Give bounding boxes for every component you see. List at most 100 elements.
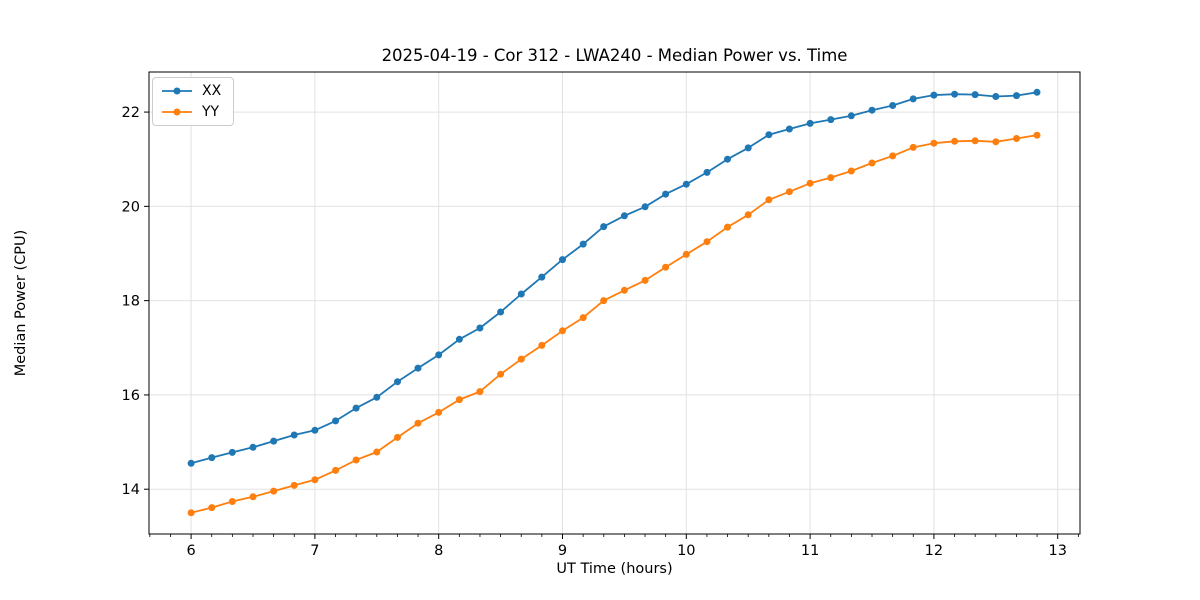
data-point-xx	[827, 116, 835, 124]
data-point-yy	[765, 196, 773, 204]
chart-title: 2025-04-19 - Cor 312 - LWA240 - Median P…	[381, 46, 848, 65]
data-point-xx	[352, 404, 360, 412]
legend-label-xx: XX	[202, 83, 222, 99]
data-point-yy	[806, 179, 814, 187]
data-point-yy	[703, 238, 711, 246]
x-axis-tick-label: 11	[801, 543, 819, 559]
x-axis-label: UT Time (hours)	[556, 561, 673, 577]
data-point-xx	[290, 431, 298, 439]
data-point-xx	[889, 102, 897, 109]
data-point-xx	[682, 180, 690, 188]
legend: XX YY	[152, 77, 235, 126]
data-point-yy	[1033, 131, 1041, 139]
data-point-xx	[951, 90, 959, 98]
data-point-yy	[208, 504, 216, 512]
data-point-xx	[517, 290, 525, 298]
data-point-xx	[1033, 88, 1041, 96]
data-point-yy	[394, 433, 401, 441]
data-point-yy	[909, 143, 917, 151]
legend-line-sample-yy	[162, 108, 192, 116]
legend-item-yy: YY	[161, 105, 221, 119]
data-point-yy	[930, 139, 938, 147]
x-axis-tick-label: 7	[310, 543, 319, 559]
data-point-yy	[290, 481, 298, 489]
data-point-xx	[703, 168, 711, 176]
data-point-yy	[620, 286, 628, 294]
x-axis-tick-label: 10	[677, 543, 695, 559]
legend-line-sample-xx	[162, 87, 192, 95]
data-point-xx	[538, 273, 546, 281]
series-line-xx	[190, 91, 1038, 465]
x-axis-tick-label: 12	[925, 543, 943, 559]
data-point-yy	[682, 250, 690, 258]
data-point-yy	[517, 355, 525, 363]
data-point-yy	[435, 408, 443, 416]
data-point-xx	[1013, 92, 1020, 100]
data-point-xx	[559, 256, 566, 264]
data-point-yy	[414, 419, 422, 427]
data-point-xx	[373, 393, 381, 401]
data-point-yy	[971, 137, 979, 145]
data-point-yy	[455, 396, 463, 404]
data-point-yy	[352, 456, 360, 464]
y-axis-tick-label: 20	[122, 199, 140, 215]
data-point-yy	[641, 276, 649, 284]
data-point-yy	[332, 466, 340, 474]
data-point-xx	[806, 119, 814, 127]
data-point-yy	[868, 159, 876, 167]
data-point-xx	[497, 308, 505, 316]
data-point-xx	[476, 324, 484, 332]
data-point-yy	[187, 509, 195, 517]
data-point-yy	[889, 152, 897, 160]
data-point-yy	[270, 487, 278, 495]
data-point-yy	[785, 188, 793, 196]
legend-item-xx: XX	[161, 84, 221, 98]
data-point-xx	[414, 364, 422, 372]
data-point-xx	[662, 190, 670, 198]
data-point-xx	[971, 91, 979, 99]
data-point-yy	[311, 476, 319, 484]
y-axis-tick-label: 16	[122, 388, 140, 404]
data-point-xx	[765, 131, 773, 139]
data-point-yy	[992, 138, 1000, 146]
data-point-xx	[744, 144, 752, 152]
x-axis-tick-label: 8	[434, 543, 443, 559]
legend-label-yy: YY	[202, 104, 220, 120]
data-point-xx	[435, 351, 443, 359]
data-point-yy	[827, 174, 835, 182]
data-point-yy	[538, 341, 546, 349]
data-point-xx	[600, 223, 608, 231]
y-axis-tick-label: 18	[122, 294, 140, 310]
data-point-xx	[641, 203, 649, 211]
series-line-yy	[190, 134, 1038, 514]
y-axis-tick-label: 14	[122, 482, 140, 498]
data-point-xx	[311, 426, 319, 434]
data-point-yy	[744, 211, 752, 219]
x-axis-tick-label: 9	[558, 543, 567, 559]
data-point-xx	[270, 437, 278, 445]
data-point-xx	[455, 335, 463, 343]
data-point-yy	[476, 388, 484, 396]
x-axis-tick-label: 6	[186, 543, 195, 559]
data-point-xx	[332, 417, 340, 425]
data-point-xx	[579, 240, 587, 248]
data-point-yy	[373, 448, 381, 456]
data-point-xx	[868, 106, 876, 114]
data-point-yy	[1013, 135, 1020, 142]
data-point-xx	[228, 448, 236, 456]
data-point-xx	[992, 93, 1000, 100]
y-axis-tick-label: 22	[122, 105, 140, 121]
data-point-xx	[249, 443, 257, 451]
data-point-yy	[662, 263, 670, 271]
y-axis-label: Median Power (CPU)	[13, 229, 29, 377]
x-axis-tick-label: 13	[1048, 543, 1066, 559]
data-point-yy	[559, 327, 566, 335]
data-point-xx	[930, 91, 938, 99]
data-point-xx	[187, 459, 195, 467]
data-point-xx	[620, 212, 628, 220]
data-point-yy	[228, 498, 236, 505]
plot-border	[148, 71, 1081, 535]
data-point-yy	[249, 493, 257, 501]
data-point-yy	[497, 370, 505, 378]
